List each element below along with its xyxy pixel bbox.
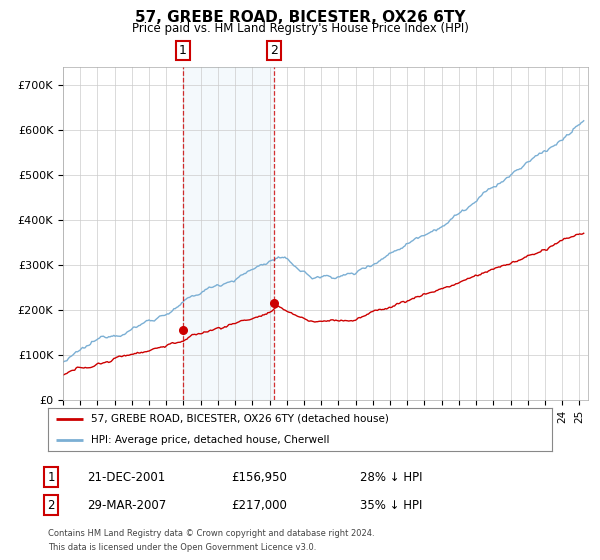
- Text: This data is licensed under the Open Government Licence v3.0.: This data is licensed under the Open Gov…: [48, 543, 316, 552]
- Text: HPI: Average price, detached house, Cherwell: HPI: Average price, detached house, Cher…: [91, 435, 329, 445]
- Text: 28% ↓ HPI: 28% ↓ HPI: [360, 470, 422, 484]
- Text: £217,000: £217,000: [231, 498, 287, 512]
- Text: £156,950: £156,950: [231, 470, 287, 484]
- Text: 1: 1: [47, 470, 55, 484]
- Text: 2: 2: [47, 498, 55, 512]
- Text: 57, GREBE ROAD, BICESTER, OX26 6TY: 57, GREBE ROAD, BICESTER, OX26 6TY: [135, 10, 465, 25]
- Text: 35% ↓ HPI: 35% ↓ HPI: [360, 498, 422, 512]
- Text: Price paid vs. HM Land Registry's House Price Index (HPI): Price paid vs. HM Land Registry's House …: [131, 22, 469, 35]
- Text: 21-DEC-2001: 21-DEC-2001: [87, 470, 165, 484]
- Text: 57, GREBE ROAD, BICESTER, OX26 6TY (detached house): 57, GREBE ROAD, BICESTER, OX26 6TY (deta…: [91, 414, 389, 424]
- Bar: [183, 67, 274, 400]
- Text: 29-MAR-2007: 29-MAR-2007: [87, 498, 166, 512]
- Text: 1: 1: [179, 44, 187, 57]
- Text: 2: 2: [270, 44, 278, 57]
- Text: Contains HM Land Registry data © Crown copyright and database right 2024.: Contains HM Land Registry data © Crown c…: [48, 529, 374, 538]
